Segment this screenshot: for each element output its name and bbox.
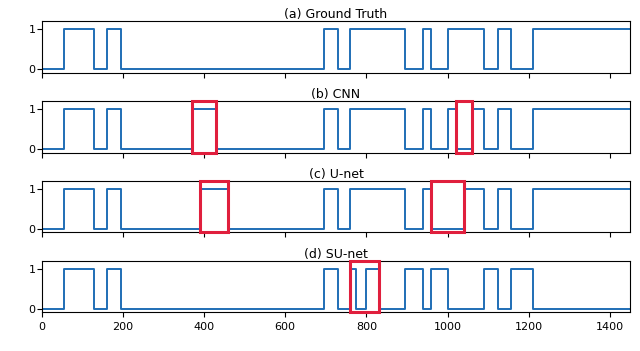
Bar <box>200 181 228 232</box>
Bar <box>431 181 464 232</box>
Title: (c) U-net: (c) U-net <box>308 168 364 181</box>
Title: (b) CNN: (b) CNN <box>312 88 360 101</box>
Title: (d) SU-net: (d) SU-net <box>304 248 368 261</box>
Title: (a) Ground Truth: (a) Ground Truth <box>284 8 388 21</box>
Bar <box>456 101 472 153</box>
Bar <box>192 101 216 153</box>
Bar <box>350 261 379 312</box>
